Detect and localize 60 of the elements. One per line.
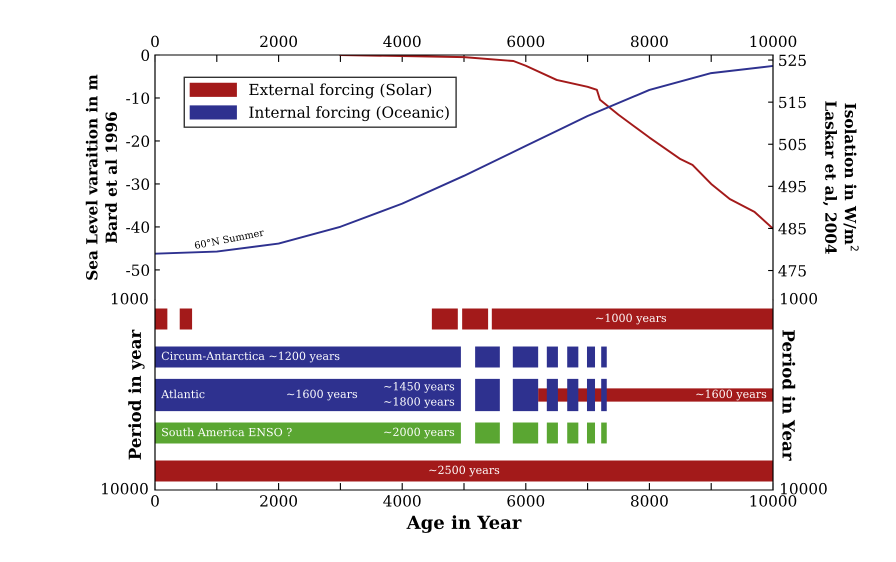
bar bbox=[567, 346, 578, 368]
legend-label: External forcing (Solar) bbox=[249, 83, 432, 98]
bar bbox=[512, 422, 538, 444]
text: 10000 bbox=[781, 482, 827, 494]
bar bbox=[601, 422, 607, 444]
y2-tick-label: 485 bbox=[778, 222, 806, 234]
text: 1000 bbox=[112, 292, 148, 304]
x-tick-label: 2000 bbox=[260, 495, 298, 507]
line-series bbox=[155, 64, 773, 255]
annotation: ~1000 years bbox=[596, 314, 666, 324]
y-tick-label: -20 bbox=[126, 135, 150, 147]
x-tick-label: 8000 bbox=[630, 36, 668, 48]
bar bbox=[601, 346, 607, 368]
annotation: ~1600 years bbox=[696, 390, 766, 400]
annotation: Atlantic bbox=[161, 390, 205, 398]
annotation: ~1450 years bbox=[384, 382, 454, 393]
y2-tick-label: 525 bbox=[779, 54, 806, 66]
annotation: Circum-Antarctica ~1200 years bbox=[162, 352, 340, 362]
y-tick-label: -40 bbox=[126, 221, 150, 233]
text: Isolation in W/m$^{2}$ Laskar et al, 2004 bbox=[822, 101, 859, 254]
bar bbox=[475, 346, 500, 368]
bar bbox=[512, 346, 538, 368]
x-tick-label: 0 bbox=[151, 36, 159, 48]
y2-tick-label: 505 bbox=[779, 138, 806, 150]
text: 10000 bbox=[102, 482, 148, 494]
x-axis-title: Age in Year bbox=[406, 515, 522, 533]
y2-tick-label: 515 bbox=[779, 96, 806, 108]
y-axis-title: Sea Level varaition in m Bard et al 1996 bbox=[86, 74, 118, 280]
x-tick-label: 2000 bbox=[260, 36, 298, 48]
bar bbox=[586, 346, 596, 368]
annotation: ~2500 years bbox=[429, 466, 500, 476]
legend-label: Internal forcing (Oceanic) bbox=[249, 106, 449, 122]
annotation: ~1600 years bbox=[287, 390, 358, 400]
y-axis-title: Period in year bbox=[128, 330, 145, 460]
annotation: ~1800 years bbox=[384, 397, 454, 408]
y-tick-label: 0 bbox=[141, 49, 150, 62]
y-tick-label: -50 bbox=[126, 264, 150, 276]
y2-tick-label: 495 bbox=[778, 180, 806, 192]
y-tick-label: -10 bbox=[126, 92, 150, 104]
x-tick-label: 4000 bbox=[383, 36, 421, 48]
x-tick-label: 6000 bbox=[507, 36, 544, 48]
annotation: South America ENSO ? bbox=[162, 428, 292, 436]
x-tick-label: 6000 bbox=[507, 495, 544, 507]
x-tick-label: 4000 bbox=[383, 495, 421, 507]
text: 1000 bbox=[781, 292, 818, 304]
y2-tick-label: 475 bbox=[778, 265, 806, 277]
x-tick-label: 8000 bbox=[630, 495, 668, 507]
x-tick-label: 10000 bbox=[750, 36, 796, 48]
bar bbox=[546, 422, 558, 444]
bar bbox=[155, 422, 461, 444]
bar bbox=[586, 422, 596, 444]
bar bbox=[475, 422, 500, 444]
annotation: ~2000 years bbox=[384, 428, 454, 438]
x-tick-label: 0 bbox=[151, 495, 159, 507]
x-tick-label: 10000 bbox=[750, 495, 796, 507]
annotation: 60°N Summer bbox=[194, 228, 264, 250]
y2-axis-title: Period in Year bbox=[782, 330, 796, 461]
y-tick-label: -30 bbox=[126, 178, 150, 190]
bar bbox=[567, 422, 578, 444]
bar bbox=[546, 346, 558, 368]
